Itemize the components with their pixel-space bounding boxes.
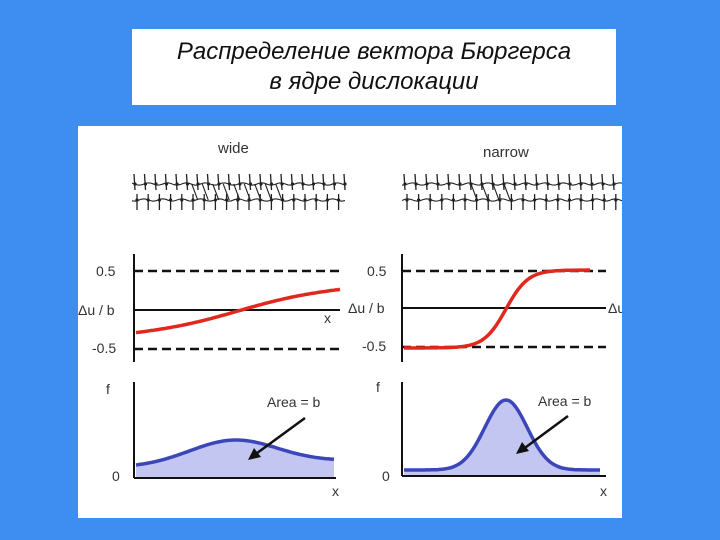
lattice-bond: [557, 173, 560, 191]
lattice-bond: [458, 173, 461, 191]
wide-area-fill: [136, 440, 334, 478]
lattice-row-bottom: [401, 198, 622, 202]
wide-dist-x-label: x: [332, 483, 339, 499]
narrow-panel-title: narrow: [483, 144, 529, 161]
lattice-bond: [568, 173, 571, 191]
lattice-bond: [143, 173, 147, 191]
narrow-lattice-drawing: [401, 173, 622, 210]
lattice-bond: [601, 173, 604, 191]
narrow-displacement-plot: 0.5 Δu / b -0.5 Δu: [348, 254, 622, 362]
slide-title-line-1: Распределение вектора Бюргерса: [176, 38, 572, 65]
lattice-bond: [480, 173, 483, 191]
wide-panel-title: wide: [217, 140, 249, 157]
dislocation-figure: wide narrow 0.5 Δu / b -0.5 x 0.5 Δu / b: [78, 126, 622, 518]
lattice-bond: [414, 173, 417, 191]
wide-lattice-drawing: [131, 173, 347, 210]
wide-distribution-curve: [135, 438, 335, 467]
lattice-core-bond: [212, 183, 220, 201]
lattice-core-bond: [503, 183, 511, 201]
lattice-bond: [154, 173, 157, 191]
lattice-core-bond: [233, 183, 241, 201]
lattice-bond: [343, 173, 346, 191]
lattice-bond: [238, 173, 241, 191]
lattice-bond: [491, 173, 494, 191]
lattice-core-bond: [275, 183, 283, 201]
lattice-bond: [332, 173, 336, 191]
narrow-distribution-plot: f 0 x Area = b: [376, 379, 607, 499]
lattice-core-bond: [243, 183, 251, 201]
figure-svg: wide narrow 0.5 Δu / b -0.5 x 0.5 Δu / b: [78, 140, 622, 499]
lattice-bond: [546, 173, 549, 191]
lattice-core-bond: [481, 183, 489, 201]
lattice-core-bond: [492, 183, 500, 201]
wide-x-label: x: [324, 310, 331, 326]
lattice-core-bond: [191, 183, 199, 201]
lattice-bond: [164, 173, 168, 191]
lattice-bond: [311, 173, 315, 191]
narrow-dist-x-label: x: [600, 483, 607, 499]
narrow-distribution-curve: [404, 398, 600, 472]
narrow-zero-label: 0: [382, 468, 390, 484]
lattice-bond: [469, 173, 472, 191]
lattice-bond: [447, 173, 450, 191]
lattice-bond: [524, 173, 527, 191]
lattice-bond: [535, 173, 538, 191]
wide-y-axis-label: Δu / b: [78, 302, 115, 318]
lattice-bond: [612, 173, 615, 191]
wide-displacement-curve: [135, 287, 341, 335]
wide-zero-label: 0: [112, 468, 120, 484]
lattice-core-bond: [201, 183, 209, 201]
lattice-bond: [185, 173, 189, 191]
lattice-bond: [290, 173, 294, 191]
narrow-y-top-label: 0.5: [367, 263, 387, 279]
lattice-core-bond: [222, 183, 230, 201]
lattice-bond: [206, 173, 210, 191]
slide-title: Распределение вектора Бюргерса в ядре ди…: [132, 29, 616, 105]
lattice-core-bond: [470, 183, 478, 201]
lattice-core-bond: [264, 183, 272, 201]
wide-displacement-plot: 0.5 Δu / b -0.5 x: [78, 254, 341, 362]
narrow-area-fill: [404, 400, 600, 476]
wide-f-label: f: [106, 381, 110, 397]
lattice-row-bottom: [131, 198, 346, 202]
lattice-bond: [513, 173, 516, 191]
wide-distribution-plot: f 0 x Area = b: [106, 381, 339, 499]
wide-area-label: Area = b: [267, 394, 321, 410]
narrow-displacement-curve: [404, 268, 590, 350]
lattice-bond: [196, 173, 199, 191]
arrow-head-icon: [516, 442, 529, 454]
lattice-bond: [301, 173, 304, 191]
narrow-y-axis-label-cut: Δu: [608, 300, 622, 316]
lattice-row-top: [401, 182, 622, 186]
lattice-bond: [322, 173, 325, 191]
lattice-bond: [280, 173, 283, 191]
narrow-f-label: f: [376, 379, 380, 395]
lattice-bond: [259, 173, 262, 191]
arrow-shaft: [252, 416, 306, 458]
lattice-bond: [133, 173, 136, 191]
narrow-area-label: Area = b: [538, 393, 592, 409]
lattice-bond: [579, 173, 582, 191]
arrow-shaft: [521, 414, 569, 452]
slide-title-line-2: в ядре дислокации: [269, 68, 479, 95]
lattice-bond: [217, 173, 220, 191]
wide-y-top-label: 0.5: [96, 263, 116, 279]
lattice-bond: [425, 173, 428, 191]
lattice-bond: [436, 173, 439, 191]
lattice-bond: [175, 173, 178, 191]
lattice-bond: [403, 173, 406, 191]
arrow-head-icon: [248, 448, 261, 460]
wide-y-bottom-label: -0.5: [92, 340, 116, 356]
lattice-bond: [502, 173, 505, 191]
lattice-bond: [227, 173, 231, 191]
lattice-bond: [269, 173, 273, 191]
narrow-y-bottom-label: -0.5: [362, 338, 386, 354]
lattice-row-top: [131, 182, 346, 186]
lattice-core-bond: [254, 183, 262, 201]
lattice-bond: [248, 173, 252, 191]
narrow-y-axis-label: Δu / b: [348, 300, 385, 316]
lattice-bond: [590, 173, 593, 191]
